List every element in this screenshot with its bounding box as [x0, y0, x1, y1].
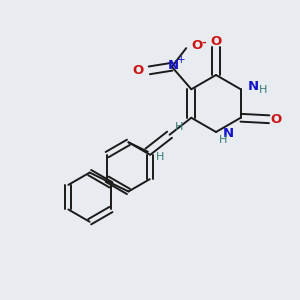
Text: N: N	[223, 127, 234, 140]
Text: N: N	[167, 59, 178, 72]
Text: -: -	[202, 38, 206, 48]
Text: O: O	[132, 64, 143, 77]
Text: H: H	[218, 135, 227, 146]
Text: O: O	[210, 34, 222, 48]
Text: H: H	[156, 152, 164, 162]
Text: +: +	[176, 55, 185, 65]
Text: H: H	[259, 85, 267, 95]
Text: H: H	[174, 122, 183, 132]
Text: N: N	[247, 80, 258, 93]
Text: O: O	[192, 39, 203, 52]
Text: O: O	[270, 113, 281, 126]
